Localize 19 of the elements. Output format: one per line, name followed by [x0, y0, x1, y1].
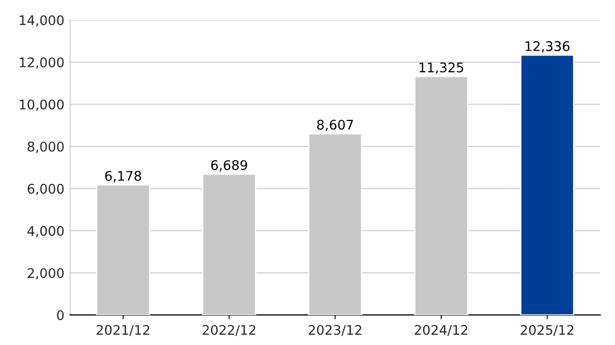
y-tick-label: 10,000 — [20, 100, 64, 111]
x-tick-label: 2024/12 — [414, 324, 468, 336]
y-tick-label: 12,000 — [20, 57, 64, 69]
data-label: 11,325 — [420, 62, 464, 74]
data-label: 12,336 — [526, 41, 570, 52]
x-tick-label: 2025/12 — [520, 324, 574, 336]
data-label: 6,689 — [211, 160, 248, 172]
data-label: 6,178 — [105, 170, 142, 182]
x-tick-label: 2022/12 — [202, 324, 256, 336]
y-tick-label: 4,000 — [27, 226, 64, 238]
x-tick-label: 2023/12 — [308, 324, 362, 336]
y-tick-label: 0 — [57, 310, 64, 320]
y-tick-label: 6,000 — [28, 184, 64, 196]
y-tick-label: 14,000 — [20, 15, 64, 27]
bar — [520, 54, 574, 315]
y-tick-label: 2,000 — [28, 268, 64, 280]
data-label: 8,607 — [317, 120, 353, 132]
x-tick-label: 2021/12 — [96, 324, 150, 336]
y-tick-label: 8,000 — [28, 142, 64, 153]
